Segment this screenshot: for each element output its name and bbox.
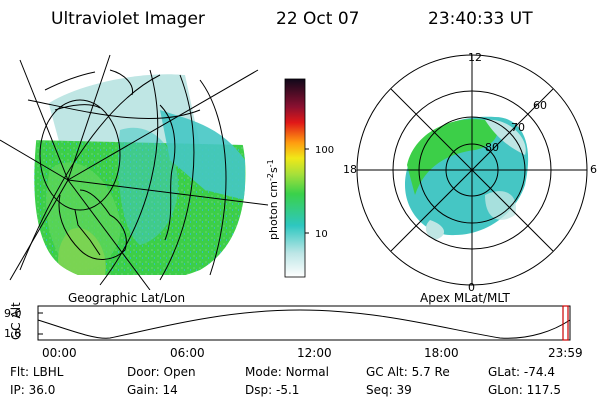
timeline-xtick-0000: 00:00 — [42, 346, 77, 360]
mlt-label-18: 18 — [343, 163, 357, 176]
mlt-label-6: 6 — [590, 163, 597, 176]
timeline-axis-label: GC Alt — [9, 302, 23, 340]
colorbar-tick-10: 10 — [315, 229, 328, 240]
mlt-label-0: 0 — [468, 281, 475, 294]
info-door: Door: Open — [127, 365, 196, 379]
altitude-timeline: GC Alt 9.0 1.8 — [4, 302, 571, 341]
info-flt: Flt: LBHL — [10, 365, 64, 379]
timeline-ytick-9: 9.0 — [4, 307, 22, 320]
info-glon: GLon: 117.5 — [488, 383, 561, 397]
current-time-marker — [562, 305, 569, 341]
info-mode: Mode: Normal — [245, 365, 329, 379]
lat-label-70: 70 — [511, 121, 525, 134]
timeline-xtick-0600: 06:00 — [170, 346, 205, 360]
timeline-xtick-2359: 23:59 — [548, 346, 583, 360]
lat-label-80: 80 — [485, 141, 499, 154]
date-label: 22 Oct 07 — [276, 9, 360, 29]
timeline-ytick-1-8: 1.8 — [4, 327, 22, 340]
colorbar-tick-100: 100 — [315, 145, 334, 156]
geographic-label: Geographic Lat/Lon — [68, 291, 186, 305]
time-label: 23:40:33 UT — [428, 9, 533, 29]
lat-label-60: 60 — [533, 99, 547, 112]
mlt-label-12: 12 — [468, 51, 482, 64]
instrument-title: Ultraviolet Imager — [51, 9, 205, 29]
colorbar-unit: photon cm-2s-1 — [266, 159, 280, 240]
timeline-xtick-1200: 12:00 — [297, 346, 332, 360]
info-glat: GLat: -74.4 — [488, 365, 555, 379]
polar-image: 12 18 6 0 60 70 80 — [343, 51, 597, 294]
colorbar: 100 10 photon cm-2s-1 — [266, 78, 334, 278]
apex-label: Apex MLat/MLT — [420, 291, 510, 305]
info-ip: IP: 36.0 — [10, 383, 56, 397]
info-gc-alt: GC Alt: 5.7 Re — [366, 365, 450, 379]
geographic-image — [0, 54, 269, 290]
info-dsp: Dsp: -5.1 — [245, 383, 300, 397]
info-seq: Seq: 39 — [366, 383, 412, 397]
info-gain: Gain: 14 — [127, 383, 178, 397]
timeline-xtick-1800: 18:00 — [424, 346, 459, 360]
